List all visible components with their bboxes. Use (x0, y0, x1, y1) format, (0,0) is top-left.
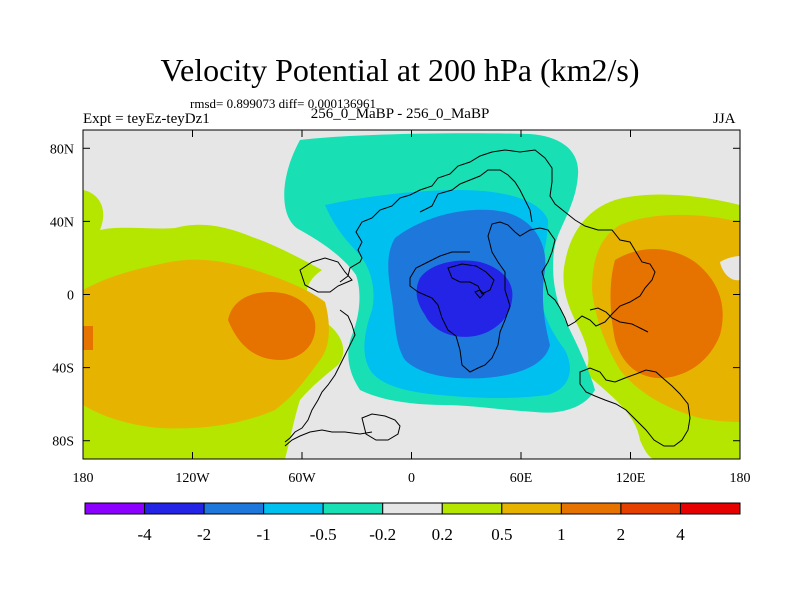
north-america-outline (299, 257, 353, 293)
colorbar-label: -4 (137, 525, 152, 544)
colorbar-swatch (441, 502, 503, 515)
colorbar-swatch (620, 502, 681, 515)
colorbar-label: -0.5 (310, 525, 337, 544)
colorbar-swatch (560, 502, 622, 515)
x-tick-label: 120E (616, 471, 646, 486)
south-america-outline (284, 309, 356, 443)
colorbar-label: -1 (257, 525, 271, 544)
africa-eurasia-outline (339, 149, 656, 373)
x-tick-label: 60W (288, 471, 316, 486)
x-axis: 180 120W 60W 0 60E 120E 180 (73, 130, 751, 486)
indian-ocean-isle-outline (474, 289, 485, 299)
coastline-layer (284, 149, 691, 447)
y-tick-label: 80S (52, 435, 74, 450)
season-label: JJA (713, 111, 736, 127)
colorbar-swatch (144, 502, 205, 515)
colorbar-label: 1 (557, 525, 566, 544)
x-tick-label: 180 (73, 471, 94, 486)
colorbar-swatch (382, 502, 443, 515)
colorbar: -4 -2 -1 -0.5 -0.2 0.2 0.5 1 2 4 (84, 502, 741, 544)
central-asia-outline (419, 169, 533, 223)
colorbar-label: 4 (676, 525, 685, 544)
maritime-continent-outline (589, 307, 649, 333)
y-tick-label: 40S (52, 362, 74, 377)
colorbar-label: 0.2 (432, 525, 453, 544)
colorbar-label: -2 (197, 525, 211, 544)
colorbar-swatch (679, 502, 741, 515)
y-tick-label: 80N (50, 142, 74, 157)
south-pole-outline (284, 429, 373, 447)
colorbar-label: 2 (617, 525, 626, 544)
australia-outline (579, 367, 691, 447)
comparison-label: 256_0_MaBP - 256_0_MaBP (310, 106, 490, 122)
colorbar-swatch (501, 502, 562, 515)
colorbar-swatch (203, 502, 265, 515)
colorbar-label: 0.5 (491, 525, 512, 544)
arabia-outline (447, 263, 495, 295)
y-tick-label: 0 (67, 289, 74, 304)
y-tick-label: 40N (50, 215, 74, 230)
chart-title: Velocity Potential at 200 hPa (km2/s) (160, 52, 640, 88)
x-tick-label: 60E (510, 471, 533, 486)
experiment-label: Expt = teyEz-teyDz1 (83, 111, 210, 127)
x-tick-label: 180 (730, 471, 751, 486)
x-tick-label: 0 (408, 471, 415, 486)
y-axis: 80N 40N 0 40S 80S (50, 142, 740, 450)
contour-light-patch-east (720, 256, 740, 281)
contour-darkorange-west (228, 292, 316, 360)
antarctic-fragment-outline (361, 413, 401, 441)
contour-fill-layer (83, 130, 740, 459)
colorbar-swatch (263, 502, 324, 515)
contour-darkblue (416, 260, 513, 337)
contour-darkorange-east (610, 248, 723, 379)
stats-line: rmsd= 0.899073 diff= 0.000136961 (190, 96, 376, 111)
colorbar-swatch (84, 502, 146, 515)
x-tick-label: 120W (175, 471, 210, 486)
colorbar-swatch (322, 502, 384, 515)
contour-darkorange-edge (83, 326, 93, 350)
colorbar-label: -0.2 (369, 525, 396, 544)
